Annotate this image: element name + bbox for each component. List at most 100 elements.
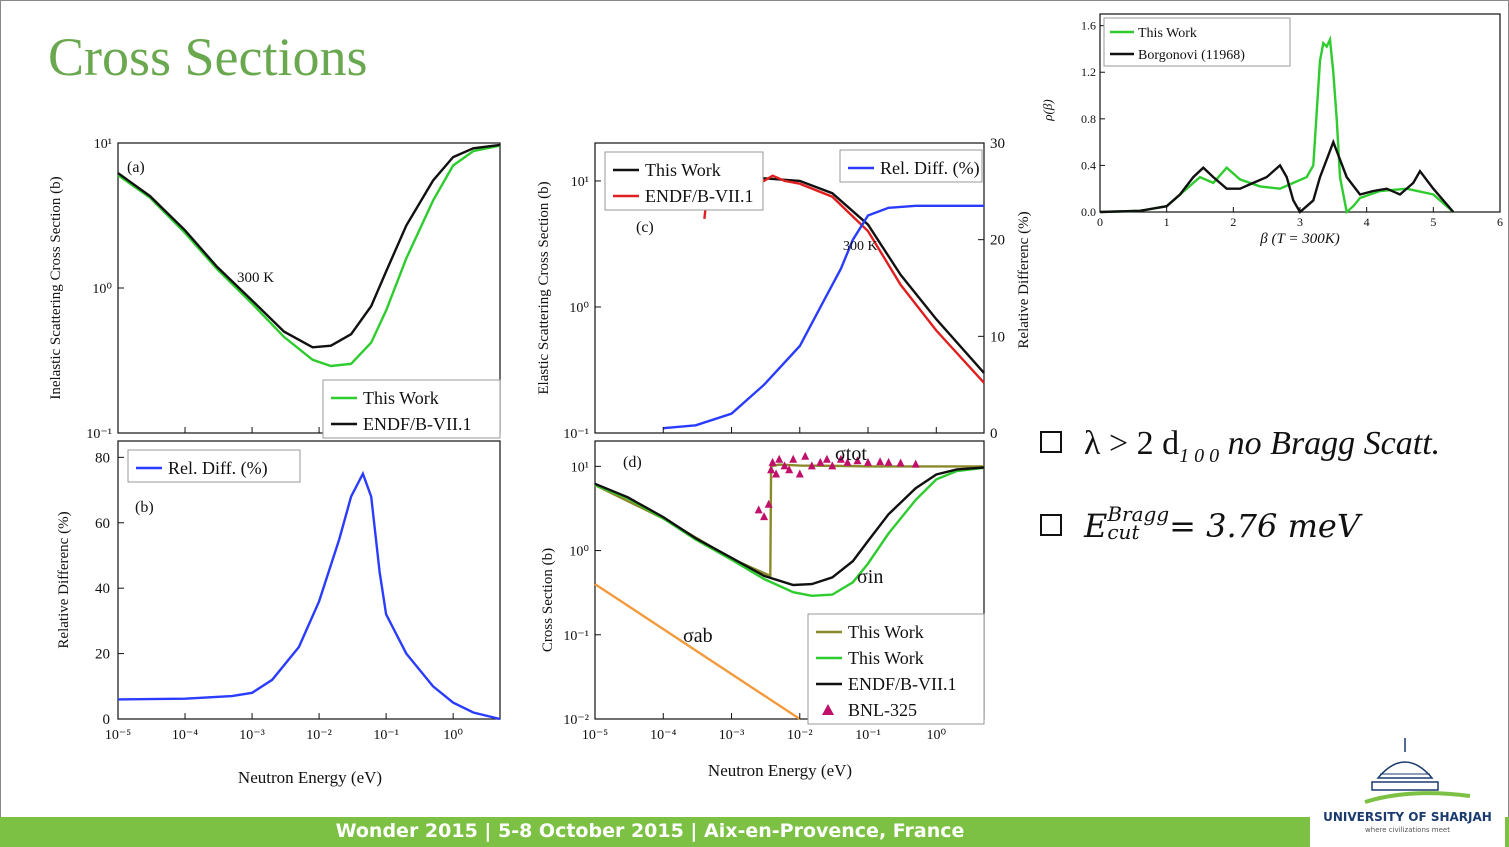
series-line	[595, 468, 984, 586]
y-tick-label: 0.0	[1081, 205, 1096, 219]
series-line	[118, 474, 500, 719]
legend-entry: Rel. Diff. (%)	[168, 458, 268, 479]
x-tick-label: 10⁰	[443, 728, 463, 743]
y2-tick-label: 0	[990, 426, 998, 442]
panel-label: (c)	[636, 219, 654, 236]
x-tick-label: 10⁻⁴	[650, 728, 676, 743]
x-axis-label: Neutron Energy (eV)	[708, 761, 852, 780]
y-tick-label: 0.4	[1081, 158, 1096, 172]
x-tick-label: 5	[1430, 215, 1436, 229]
legend-entry: This Work	[645, 160, 721, 180]
legend-entry: This Work	[1138, 26, 1197, 41]
y-tick-label: 1.2	[1081, 65, 1096, 79]
x-tick-label: 10⁻⁴	[172, 728, 198, 743]
annotation: 300 K	[237, 270, 274, 286]
x-tick-label: 0	[1097, 215, 1103, 229]
panel-label: (a)	[127, 159, 145, 176]
x-tick-label: 6	[1497, 215, 1503, 229]
y-tick-label: 10⁻¹	[563, 629, 589, 644]
legend-entry: ENDF/B-VII.1	[363, 414, 472, 434]
y-tick-label: 1.6	[1081, 19, 1096, 33]
y-tick-label: 10⁻¹	[563, 427, 589, 442]
data-point-triangle	[897, 459, 905, 467]
y-axis-label: ρ(β)	[1040, 99, 1055, 121]
series-line	[1100, 142, 1453, 212]
y-tick-label: 0	[103, 712, 111, 728]
data-point-triangle	[796, 470, 804, 478]
bullet-1-text: λ > 2 d	[1084, 425, 1179, 462]
series-line	[732, 178, 985, 373]
data-point-triangle	[876, 457, 884, 465]
bullet-2-E: E	[1084, 507, 1107, 545]
legend-entry: Rel. Diff. (%)	[880, 158, 980, 179]
dome-icon	[1310, 730, 1505, 810]
university-tagline: where civilizations meet	[1310, 826, 1505, 834]
data-point-triangle	[816, 458, 824, 466]
footer-text: Wonder 2015 | 5-8 October 2015 | Aix-en-…	[0, 820, 1300, 842]
y2-tick-label: 20	[990, 233, 1005, 249]
panel-b-frame	[118, 441, 500, 719]
y-tick-label: 10⁻¹	[86, 427, 112, 442]
x-tick-label: 10⁻⁵	[582, 728, 608, 743]
data-point-triangle	[885, 458, 893, 466]
series-line	[595, 584, 800, 719]
annotation: 300 K	[843, 239, 878, 254]
legend-entry: ENDF/B-VII.1	[848, 674, 957, 694]
series-line	[595, 468, 984, 596]
x-tick-label: 3	[1297, 215, 1303, 229]
y-tick-label: 10⁰	[569, 301, 589, 316]
data-point-triangle	[823, 455, 831, 463]
legend-entry: Borgonovi (11968)	[1138, 48, 1245, 63]
sigma-tot-label: σtot	[835, 443, 867, 465]
x-axis-label: Neutron Energy (eV)	[238, 768, 382, 787]
legend-entry: This Work	[848, 622, 924, 642]
footer-bar: Wonder 2015 | 5-8 October 2015 | Aix-en-…	[0, 817, 1509, 847]
data-point-triangle	[755, 505, 763, 513]
y2-axis-label: Relative Differenc (%)	[1016, 211, 1032, 348]
sigma-ab-label: σab	[683, 625, 713, 647]
data-point-triangle	[912, 460, 920, 468]
y-axis-label: Relative Differenc (%)	[56, 511, 72, 648]
y-tick-label: 80	[95, 450, 110, 466]
x-tick-label: 1	[1164, 215, 1170, 229]
data-point-triangle	[801, 452, 809, 460]
legend-entry: BNL-325	[848, 700, 917, 720]
series-line	[118, 146, 500, 366]
bullet-1-tail: no Bragg Scatt.	[1219, 425, 1440, 462]
sigma-in-label: σin	[857, 566, 883, 588]
y-tick-label: 0.8	[1081, 112, 1096, 126]
x-tick-label: 10⁻³	[239, 728, 265, 743]
x-tick-label: 10⁻³	[719, 728, 745, 743]
panel-label: (d)	[623, 454, 642, 471]
y-tick-label: 10¹	[94, 137, 112, 152]
bullet-bragg-condition: λ > 2 d1 0 0 no Bragg Scatt.	[1040, 425, 1440, 468]
bullet-2-tail: = 3.76 meV	[1169, 507, 1360, 545]
data-point-triangle	[789, 455, 797, 463]
y-tick-label: 10⁰	[92, 282, 112, 297]
legend-entry: ENDF/B-VII.1	[645, 186, 754, 206]
y-axis-label: Inelastic Scattering Cross Section (b)	[48, 176, 64, 399]
x-tick-label: 10⁻¹	[373, 728, 399, 743]
y-axis-label: Elastic Scattering Cross Section (b)	[536, 181, 552, 394]
y-tick-label: 10⁰	[569, 545, 589, 560]
data-point-triangle	[769, 458, 777, 466]
y-tick-label: 10¹	[571, 460, 589, 475]
x-tick-label: 10⁻⁵	[105, 728, 131, 743]
y-axis-label: Cross Section (b)	[540, 548, 556, 652]
data-point-triangle	[775, 455, 783, 463]
university-name: UNIVERSITY OF SHARJAH	[1310, 810, 1505, 824]
bullet-1-sub: 1 0 0	[1179, 445, 1219, 467]
y2-tick-label: 30	[990, 136, 1005, 152]
x-tick-label: 10⁻²	[787, 728, 813, 743]
x-tick-label: 10⁰	[926, 728, 946, 743]
x-tick-label: 10⁻²	[306, 728, 332, 743]
y-tick-label: 10⁻²	[563, 713, 589, 728]
series-line	[118, 145, 500, 347]
y-tick-label: 40	[95, 581, 110, 597]
panel-label: (b)	[135, 499, 154, 516]
y2-tick-label: 10	[990, 329, 1005, 345]
checkbox-square-icon	[1040, 514, 1062, 536]
legend-entry: This Work	[848, 648, 924, 668]
legend-entry: This Work	[363, 388, 439, 408]
